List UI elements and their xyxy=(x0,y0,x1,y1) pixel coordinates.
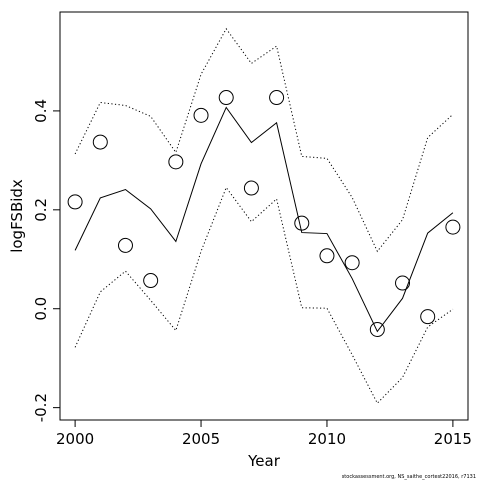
data-point xyxy=(243,180,259,196)
x-tick-label: 2010 xyxy=(308,430,346,448)
y-tick-label: -0.2 xyxy=(32,393,50,422)
y-axis: -0.2 0.0 0.2 0.4 xyxy=(32,99,60,422)
x-axis: 2000 2005 2010 2015 xyxy=(56,420,472,448)
data-point xyxy=(395,275,411,291)
data-point xyxy=(294,215,310,231)
data-point xyxy=(344,255,360,271)
x-tick-label: 2015 xyxy=(434,430,472,448)
data-point xyxy=(193,107,209,123)
series-layer xyxy=(67,27,461,405)
data-point xyxy=(369,321,385,337)
data-point xyxy=(319,248,335,264)
data-point xyxy=(168,154,184,170)
y-tick-label: 0.4 xyxy=(32,99,50,123)
x-tick-label: 2005 xyxy=(182,430,220,448)
data-point xyxy=(117,237,133,253)
data-point xyxy=(67,194,83,210)
footnote: stockassessment.org, NS_saithe_cortest22… xyxy=(342,474,476,480)
data-point xyxy=(143,273,159,289)
data-point xyxy=(445,219,461,235)
data-point xyxy=(92,134,108,150)
y-axis-title: logFSBidx xyxy=(8,179,26,253)
estimate-line xyxy=(74,106,454,333)
data-point xyxy=(420,309,436,325)
y-tick-label: 0.0 xyxy=(32,297,50,321)
plot-frame xyxy=(59,11,469,421)
data-point xyxy=(218,90,234,106)
lower-bound-line xyxy=(74,186,454,405)
upper-bound-line xyxy=(74,27,454,253)
x-tick-label: 2000 xyxy=(56,430,94,448)
data-point xyxy=(269,90,285,106)
y-tick-label: 0.2 xyxy=(32,198,50,222)
x-axis-title: Year xyxy=(247,452,281,470)
